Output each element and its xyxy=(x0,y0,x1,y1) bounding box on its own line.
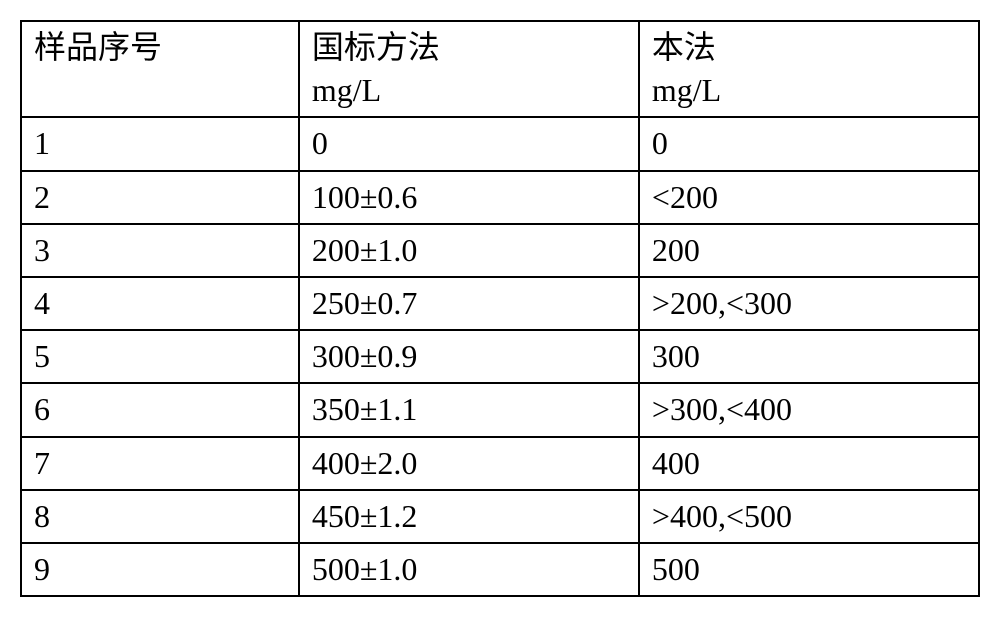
header-unit: mg/L xyxy=(652,69,966,112)
cell-this-method: 300 xyxy=(639,330,979,383)
cell-this-method: >300,<400 xyxy=(639,383,979,436)
header-sample-number: 样品序号 xyxy=(21,21,299,117)
header-label: 本法 xyxy=(652,26,966,69)
cell-sample-number: 7 xyxy=(21,437,299,490)
header-this-method: 本法 mg/L xyxy=(639,21,979,117)
table-row: 8 450±1.2 >400,<500 xyxy=(21,490,979,543)
cell-sample-number: 5 xyxy=(21,330,299,383)
table-body: 1 0 0 2 100±0.6 <200 3 200±1.0 200 4 250… xyxy=(21,117,979,596)
cell-sample-number: 3 xyxy=(21,224,299,277)
table-row: 7 400±2.0 400 xyxy=(21,437,979,490)
cell-national-standard: 350±1.1 xyxy=(299,383,639,436)
table-row: 9 500±1.0 500 xyxy=(21,543,979,596)
cell-national-standard: 250±0.7 xyxy=(299,277,639,330)
cell-sample-number: 8 xyxy=(21,490,299,543)
table-row: 2 100±0.6 <200 xyxy=(21,171,979,224)
cell-this-method: <200 xyxy=(639,171,979,224)
table-row: 4 250±0.7 >200,<300 xyxy=(21,277,979,330)
table-row: 1 0 0 xyxy=(21,117,979,170)
table-header-row: 样品序号 国标方法 mg/L 本法 mg/L xyxy=(21,21,979,117)
cell-national-standard: 0 xyxy=(299,117,639,170)
cell-national-standard: 100±0.6 xyxy=(299,171,639,224)
header-national-standard-method: 国标方法 mg/L xyxy=(299,21,639,117)
cell-national-standard: 300±0.9 xyxy=(299,330,639,383)
header-label: 样品序号 xyxy=(34,26,286,69)
cell-this-method: 400 xyxy=(639,437,979,490)
table-row: 3 200±1.0 200 xyxy=(21,224,979,277)
cell-national-standard: 500±1.0 xyxy=(299,543,639,596)
cell-this-method: 0 xyxy=(639,117,979,170)
header-unit: mg/L xyxy=(312,69,626,112)
cell-sample-number: 9 xyxy=(21,543,299,596)
cell-sample-number: 1 xyxy=(21,117,299,170)
comparison-table: 样品序号 国标方法 mg/L 本法 mg/L 1 0 0 2 xyxy=(20,20,980,597)
cell-this-method: >400,<500 xyxy=(639,490,979,543)
cell-sample-number: 4 xyxy=(21,277,299,330)
cell-sample-number: 6 xyxy=(21,383,299,436)
cell-national-standard: 400±2.0 xyxy=(299,437,639,490)
cell-sample-number: 2 xyxy=(21,171,299,224)
cell-national-standard: 450±1.2 xyxy=(299,490,639,543)
table-row: 6 350±1.1 >300,<400 xyxy=(21,383,979,436)
header-label: 国标方法 xyxy=(312,26,626,69)
cell-this-method: 200 xyxy=(639,224,979,277)
table-header: 样品序号 国标方法 mg/L 本法 mg/L xyxy=(21,21,979,117)
cell-this-method: 500 xyxy=(639,543,979,596)
cell-this-method: >200,<300 xyxy=(639,277,979,330)
table-row: 5 300±0.9 300 xyxy=(21,330,979,383)
cell-national-standard: 200±1.0 xyxy=(299,224,639,277)
comparison-table-container: 样品序号 国标方法 mg/L 本法 mg/L 1 0 0 2 xyxy=(20,20,980,597)
